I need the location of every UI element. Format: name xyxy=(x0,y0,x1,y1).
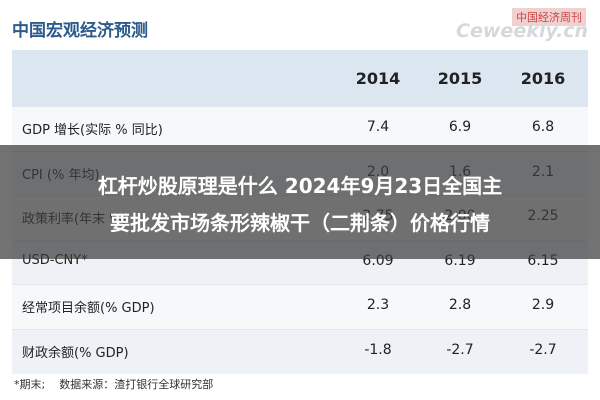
cell: 2.3 xyxy=(366,297,390,313)
title: 中国宏观经济预测 xyxy=(12,21,148,41)
table-row xyxy=(12,106,588,151)
cell: 6.8 xyxy=(531,119,555,135)
footnote-note: *期末; xyxy=(14,378,46,391)
column-header: 2014 xyxy=(355,69,401,88)
cell: 2.9 xyxy=(531,297,555,313)
footnote: *期末; 数据来源：渣打银行全球研究部 xyxy=(14,376,213,392)
overlay-text: 杠杆炒股原理是什么 2024年9月23日全国主 xyxy=(97,174,503,198)
cell: 2.8 xyxy=(448,297,472,313)
table-row xyxy=(12,284,588,329)
row-label: GDP 增长(实际 % 同比) xyxy=(22,123,163,138)
column-header: 2016 xyxy=(520,69,566,88)
cell: -1.8 xyxy=(364,341,392,358)
table-header xyxy=(12,50,588,106)
cell: -2.7 xyxy=(446,341,474,358)
column-header: 2015 xyxy=(437,69,483,88)
watermark: 中国经济周刊 xyxy=(512,8,586,26)
overlay-band xyxy=(0,145,600,259)
cell: -2.7 xyxy=(529,341,557,358)
row-label: 经常项目余额(% GDP) xyxy=(22,301,155,316)
footnote-source: 数据来源：渣打银行全球研究部 xyxy=(59,378,214,391)
overlay-text: 要批发市场条形辣椒干（二荆条）价格行情 xyxy=(110,211,490,235)
cell: 7.4 xyxy=(366,119,390,135)
cell: 6.9 xyxy=(448,119,472,135)
row-label: 财政余额(% GDP) xyxy=(22,345,129,361)
table-row xyxy=(12,328,588,374)
watermark-site: Ceweekly.cn xyxy=(456,20,588,42)
